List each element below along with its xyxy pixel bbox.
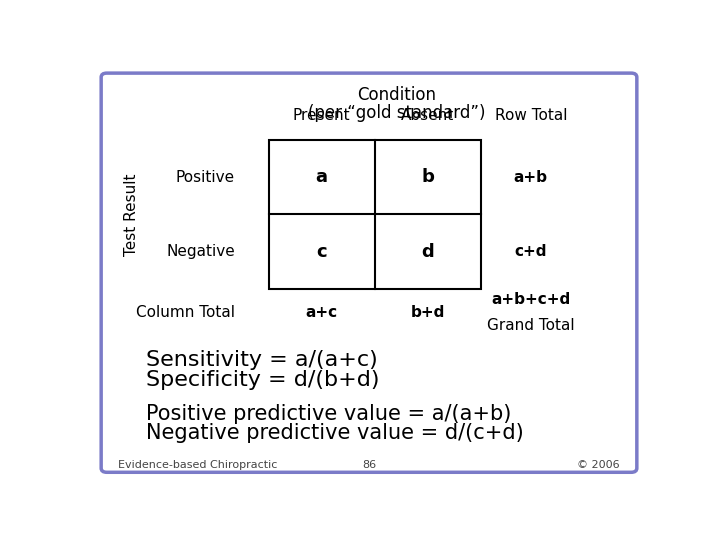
- Text: a+b: a+b: [514, 170, 548, 185]
- Text: Sensitivity = a/(a+c): Sensitivity = a/(a+c): [145, 349, 377, 369]
- Text: Positive: Positive: [176, 170, 235, 185]
- Text: Condition: Condition: [357, 86, 436, 104]
- Bar: [269, 140, 481, 289]
- Text: a+c: a+c: [305, 305, 338, 320]
- Text: b+d: b+d: [410, 305, 445, 320]
- Text: 86: 86: [362, 460, 376, 470]
- Text: Test Result: Test Result: [125, 173, 140, 256]
- Text: b: b: [421, 168, 434, 186]
- Text: a: a: [315, 168, 328, 186]
- FancyBboxPatch shape: [101, 73, 637, 472]
- Text: Grand Total: Grand Total: [487, 319, 575, 333]
- Text: c+d: c+d: [515, 245, 547, 259]
- Text: a+b+c+d: a+b+c+d: [491, 292, 570, 307]
- Text: Specificity = d/(b+d): Specificity = d/(b+d): [145, 370, 379, 390]
- Text: (per “gold standard”): (per “gold standard”): [308, 104, 486, 122]
- Text: Negative: Negative: [166, 245, 235, 259]
- Text: Negative predictive value = d/(c+d): Negative predictive value = d/(c+d): [145, 423, 523, 443]
- Text: Absent: Absent: [401, 108, 454, 123]
- Text: d: d: [421, 243, 434, 261]
- Text: c: c: [316, 243, 327, 261]
- Text: Row Total: Row Total: [495, 108, 567, 123]
- Text: © 2006: © 2006: [577, 460, 620, 470]
- Text: Positive predictive value = a/(a+b): Positive predictive value = a/(a+b): [145, 404, 511, 424]
- Text: Column Total: Column Total: [136, 305, 235, 320]
- Text: Evidence-based Chiropractic: Evidence-based Chiropractic: [118, 460, 277, 470]
- Text: Present: Present: [293, 108, 351, 123]
